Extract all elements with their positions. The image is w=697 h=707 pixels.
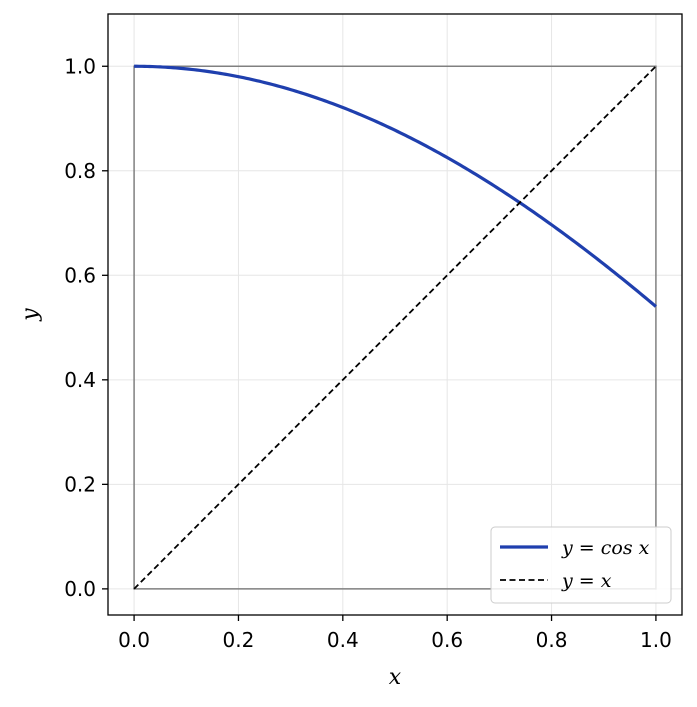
tick-group: 0.0 0.2 0.4 0.6 0.8 1.0 0.0 0.2 0.4 0.6 0.8 1.0 (64, 54, 672, 652)
y-tick-label: 0.2 (64, 472, 96, 496)
x-tick-label: 0.2 (223, 628, 255, 652)
x-tick-label: 0.0 (118, 628, 150, 652)
grid-lines (108, 14, 682, 615)
identity-line (133, 65, 657, 590)
y-tick-label: 1.0 (64, 54, 96, 78)
x-tick-label: 0.6 (431, 628, 463, 652)
y-axis-label: y (18, 308, 43, 322)
x-tick-label: 1.0 (640, 628, 672, 652)
series-group (133, 64, 657, 590)
unit-square (133, 65, 657, 590)
legend-label-1: y = x (561, 570, 612, 592)
y-tick-label: 0.8 (64, 159, 96, 183)
y-tick-label: 0.6 (64, 263, 96, 287)
plot-frame (107, 13, 683, 616)
x-tick-label: 0.8 (536, 628, 568, 652)
x-tick-label: 0.4 (327, 628, 359, 652)
unit-square-outline (133, 65, 657, 590)
x-axis-label: x (389, 665, 402, 690)
cos-curve (134, 64, 657, 308)
y-tick-label: 0.0 (64, 577, 96, 601)
y-tick-label: 0.4 (64, 368, 96, 392)
legend: y = cos x y = x (490, 526, 672, 604)
legend-label-0: y = cos x (561, 537, 650, 559)
